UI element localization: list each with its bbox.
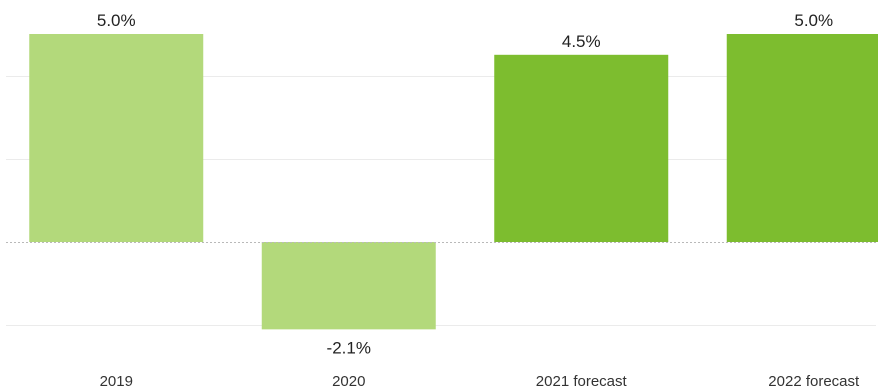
data-label: 4.5% [562,32,601,51]
x-tick-label: 2019 [100,373,133,390]
bar [494,54,669,242]
bar [29,34,204,242]
bars [29,34,878,330]
x-axis-ticks: 2019 2020 2021 forecast 2022 forecast [100,373,860,390]
data-labels: 5.0% -2.1% 4.5% 5.0% [97,11,833,357]
data-label: -2.1% [327,338,371,357]
x-tick-label: 2020 [332,373,365,390]
data-label: 5.0% [794,11,833,30]
x-tick-label: 2021 forecast [536,373,628,390]
x-tick-label: 2022 forecast [768,373,860,390]
data-label: 5.0% [97,11,136,30]
bar [261,242,436,330]
bar [726,34,878,242]
